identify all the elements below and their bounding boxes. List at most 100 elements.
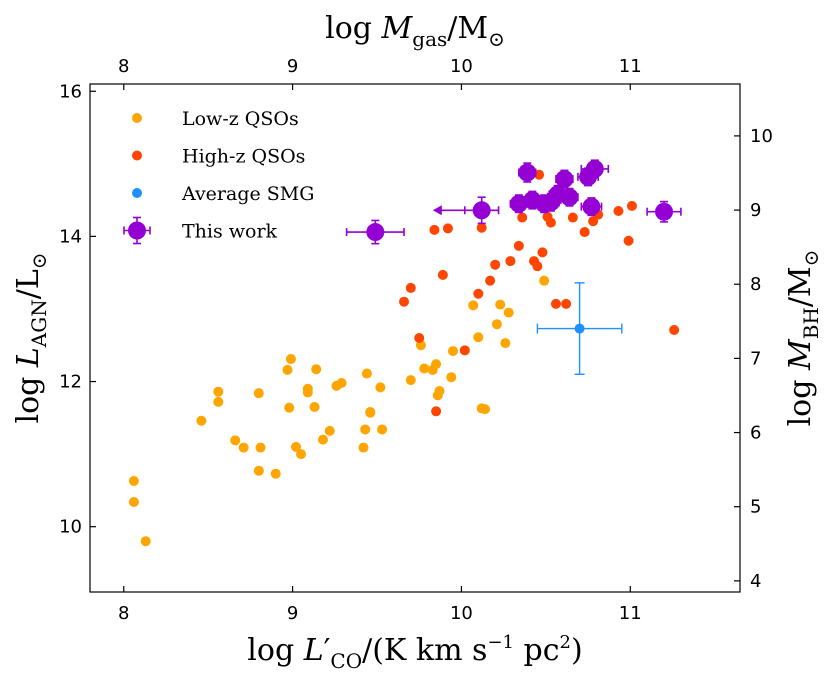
- data-point-group: [623, 235, 634, 246]
- data-point-group: [580, 159, 610, 179]
- data-point: [434, 385, 445, 396]
- data-point: [534, 169, 545, 180]
- data-point: [655, 202, 674, 221]
- data-point-group: [539, 275, 550, 286]
- data-point: [476, 222, 487, 233]
- data-point-group: [336, 377, 347, 388]
- data-point: [623, 235, 634, 246]
- data-point-group: [399, 296, 410, 307]
- data-point: [613, 206, 624, 216]
- legend-marker: [132, 188, 142, 198]
- data-point: [473, 288, 484, 299]
- legend-label: High-z QSOs: [182, 146, 305, 168]
- data-point-group: [434, 385, 445, 396]
- data-point: [442, 223, 453, 234]
- data-point: [476, 403, 487, 414]
- data-point-group: [476, 403, 487, 414]
- data-point-group: [345, 219, 405, 245]
- data-marks: [128, 159, 682, 547]
- data-point-group: [317, 434, 328, 445]
- data-point: [405, 282, 416, 293]
- data-point: [399, 296, 410, 307]
- data-point-group: [669, 325, 680, 336]
- data-point: [582, 197, 601, 216]
- data-point: [213, 386, 224, 397]
- data-point-group: [485, 275, 496, 286]
- right-y-tick-label: 10: [750, 126, 773, 147]
- x-tick-label: 8: [118, 603, 129, 624]
- data-point: [459, 345, 470, 356]
- data-point: [230, 435, 241, 446]
- data-point-group: [213, 396, 224, 407]
- data-point: [626, 200, 637, 211]
- data-point-group: [128, 497, 139, 508]
- legend-label: Average SMG: [181, 183, 314, 205]
- data-point: [336, 377, 347, 388]
- legend-marker: [128, 221, 146, 240]
- data-point-group: [377, 424, 388, 435]
- data-point-group: [517, 212, 528, 223]
- top-axis-title: log Mgas/M⊙: [325, 11, 505, 51]
- data-point: [431, 359, 442, 370]
- data-point-group: [429, 224, 440, 235]
- data-point: [472, 201, 491, 220]
- data-point: [447, 346, 458, 357]
- data-point-group: [238, 442, 249, 453]
- data-point-group: [545, 217, 556, 228]
- y-tick-label: 14: [59, 226, 82, 247]
- data-point: [311, 364, 322, 375]
- data-point-group: [442, 223, 453, 234]
- data-point-group: [282, 364, 293, 375]
- data-point: [437, 269, 448, 280]
- data-point: [309, 401, 320, 412]
- data-point: [414, 333, 425, 343]
- data-point-group: [360, 424, 371, 435]
- top-x-tick-label: 11: [619, 56, 642, 77]
- data-point-group: [537, 247, 548, 258]
- right-y-tick-label: 8: [750, 274, 761, 295]
- data-point-group: [500, 338, 511, 349]
- data-point-group: [513, 240, 524, 251]
- data-point-group: [580, 197, 603, 217]
- data-point-group: [555, 169, 574, 189]
- data-point-group: [309, 401, 320, 412]
- data-point: [490, 259, 501, 270]
- data-point: [324, 425, 335, 436]
- data-point-group: [284, 402, 295, 413]
- legend-marker: [132, 113, 142, 123]
- data-point: [485, 275, 496, 286]
- data-point-group: [270, 468, 281, 479]
- data-point: [361, 368, 372, 379]
- legend: Low-z QSOs High-z QSOs Average SMG This wor…: [123, 108, 314, 245]
- data-point: [360, 424, 371, 435]
- data-point: [419, 363, 430, 374]
- data-point-group: [128, 475, 139, 486]
- data-point: [550, 298, 561, 309]
- data-point: [375, 382, 386, 393]
- data-point: [284, 402, 295, 413]
- data-point-group: [476, 222, 487, 233]
- data-point: [446, 372, 457, 383]
- data-point: [518, 163, 537, 182]
- data-point-group: [646, 200, 682, 223]
- right-y-tick-label: 6: [750, 423, 761, 444]
- data-point-group: [375, 382, 386, 393]
- data-point: [585, 159, 604, 178]
- x-tick-label: 10: [450, 603, 473, 624]
- data-point: [431, 406, 442, 417]
- data-point: [196, 415, 207, 426]
- data-point-group: [518, 162, 537, 183]
- top-x-tick-label: 9: [287, 56, 298, 77]
- data-point-group: [567, 212, 578, 223]
- data-point-group: [446, 372, 457, 383]
- data-point-group: [431, 359, 442, 370]
- data-point: [517, 212, 528, 223]
- data-point-group: [536, 282, 623, 375]
- data-point-group: [532, 261, 543, 272]
- data-point: [366, 223, 385, 242]
- data-point-group: [213, 386, 224, 397]
- data-point-group: [414, 333, 425, 343]
- data-point-group: [503, 307, 514, 318]
- data-point-group: [290, 441, 301, 452]
